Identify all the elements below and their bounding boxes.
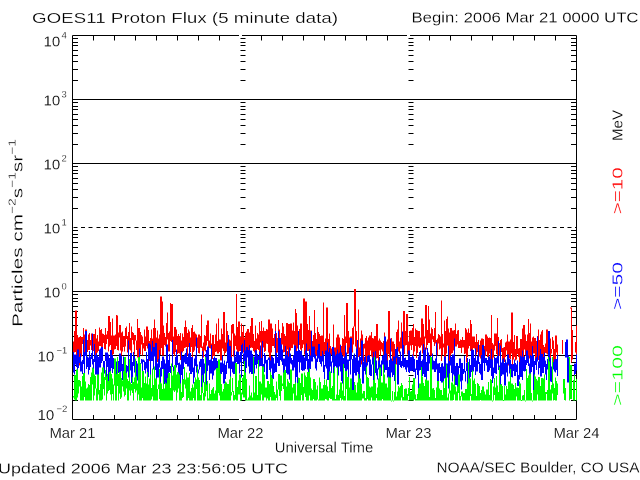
svg-text:GOES11 Proton Flux (5 minute d: GOES11 Proton Flux (5 minute data) (32, 10, 338, 27)
svg-text:10: 10 (44, 220, 61, 237)
svg-text:Mar 21: Mar 21 (50, 425, 96, 442)
svg-text:10: 10 (44, 92, 61, 109)
svg-text:Particles cm−2s−1sr−1: Particles cm−2s−1sr−1 (8, 138, 27, 327)
svg-text:10: 10 (38, 348, 55, 365)
svg-text:10: 10 (44, 284, 61, 301)
svg-text:2: 2 (62, 154, 67, 165)
svg-text:−1: −1 (57, 346, 68, 357)
svg-text:3: 3 (62, 90, 67, 101)
svg-text:Updated 2006 Mar 23 23:56:05 U: Updated 2006 Mar 23 23:56:05 UTC (0, 461, 288, 478)
svg-text:Mar 24: Mar 24 (554, 425, 600, 442)
svg-text:Begin: 2006 Mar 21 0000 UTC: Begin: 2006 Mar 21 0000 UTC (412, 10, 639, 27)
svg-text:10: 10 (44, 34, 61, 51)
svg-text:Universal Time: Universal Time (275, 439, 374, 456)
svg-text:10: 10 (38, 407, 55, 424)
svg-text:10: 10 (44, 156, 61, 173)
svg-text:4: 4 (62, 31, 67, 42)
svg-text:MeV: MeV (610, 110, 627, 141)
svg-text:>=100: >=100 (610, 345, 627, 406)
svg-text:>=50: >=50 (610, 262, 627, 310)
svg-text:Mar 22: Mar 22 (218, 425, 264, 442)
svg-text:1: 1 (62, 218, 67, 229)
svg-text:>=10: >=10 (610, 167, 627, 214)
svg-text:−2: −2 (57, 404, 68, 415)
svg-text:0: 0 (62, 282, 67, 293)
svg-text:Mar 23: Mar 23 (386, 425, 432, 442)
svg-text:NOAA/SEC Boulder, CO USA: NOAA/SEC Boulder, CO USA (437, 460, 640, 477)
